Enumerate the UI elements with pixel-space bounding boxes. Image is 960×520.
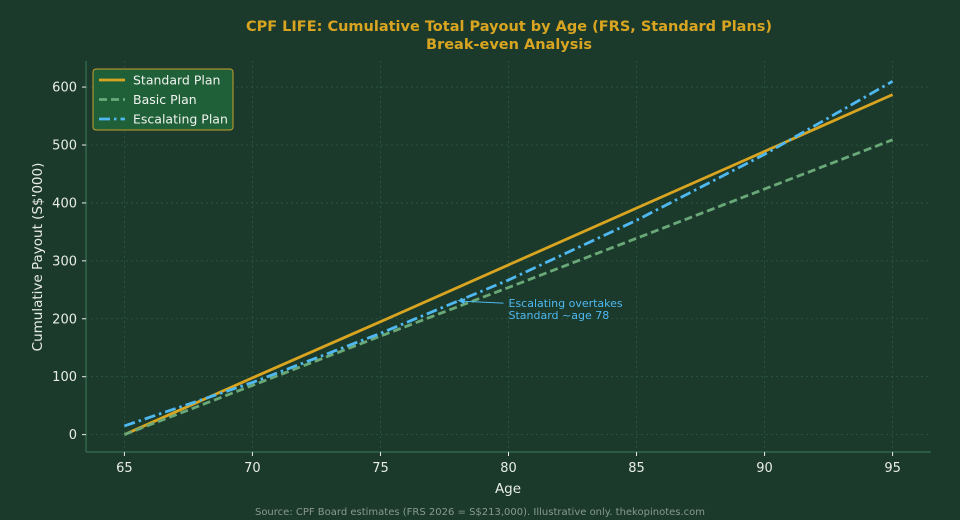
legend-entry: Escalating Plan (133, 112, 228, 127)
y-tick-label: 300 (52, 254, 77, 269)
x-tick-label: 95 (884, 461, 901, 476)
series-line-standard-plan (123, 93, 894, 436)
legend-entry: Basic Plan (133, 92, 197, 107)
legend-entry: Standard Plan (133, 73, 220, 88)
x-tick-label: 80 (500, 461, 517, 476)
source-note: Source: CPF Board estimates (FRS 2026 = … (255, 507, 705, 518)
y-tick-label: 400 (52, 196, 77, 211)
x-axis-label: Age (495, 481, 521, 497)
series-layer (123, 80, 894, 436)
y-tick-label: 0 (69, 428, 77, 443)
series-line-basic-plan (123, 138, 894, 436)
y-tick-label: 500 (52, 138, 77, 153)
x-tick-label: 90 (756, 461, 773, 476)
x-tick-label: 70 (244, 461, 261, 476)
x-tick-label: 65 (116, 461, 133, 476)
chart-title: CPF LIFE: Cumulative Total Payout by Age… (246, 19, 772, 35)
y-axis-label: Cumulative Payout (S$'000) (30, 163, 46, 352)
series-line-escalating-plan (123, 80, 894, 428)
annotation-arrow (462, 300, 504, 304)
legend: Standard Plan Basic Plan Escalating Plan (92, 68, 234, 131)
y-tick-label: 200 (52, 312, 77, 327)
x-tick-label: 85 (628, 461, 645, 476)
chart-subtitle: Break-even Analysis (426, 37, 592, 53)
y-tick-label: 600 (52, 81, 77, 96)
annotation-text: Escalating overtakes (509, 297, 623, 310)
y-tick-label: 100 (52, 370, 77, 385)
annotation-text: Standard ~age 78 (509, 309, 610, 322)
legend-box (92, 68, 234, 131)
x-tick-label: 75 (372, 461, 389, 476)
annotation-arrowhead (457, 298, 466, 305)
axis-layer: 65 70 75 80 85 90 95 0 100 200 300 400 500 600 (52, 61, 931, 476)
